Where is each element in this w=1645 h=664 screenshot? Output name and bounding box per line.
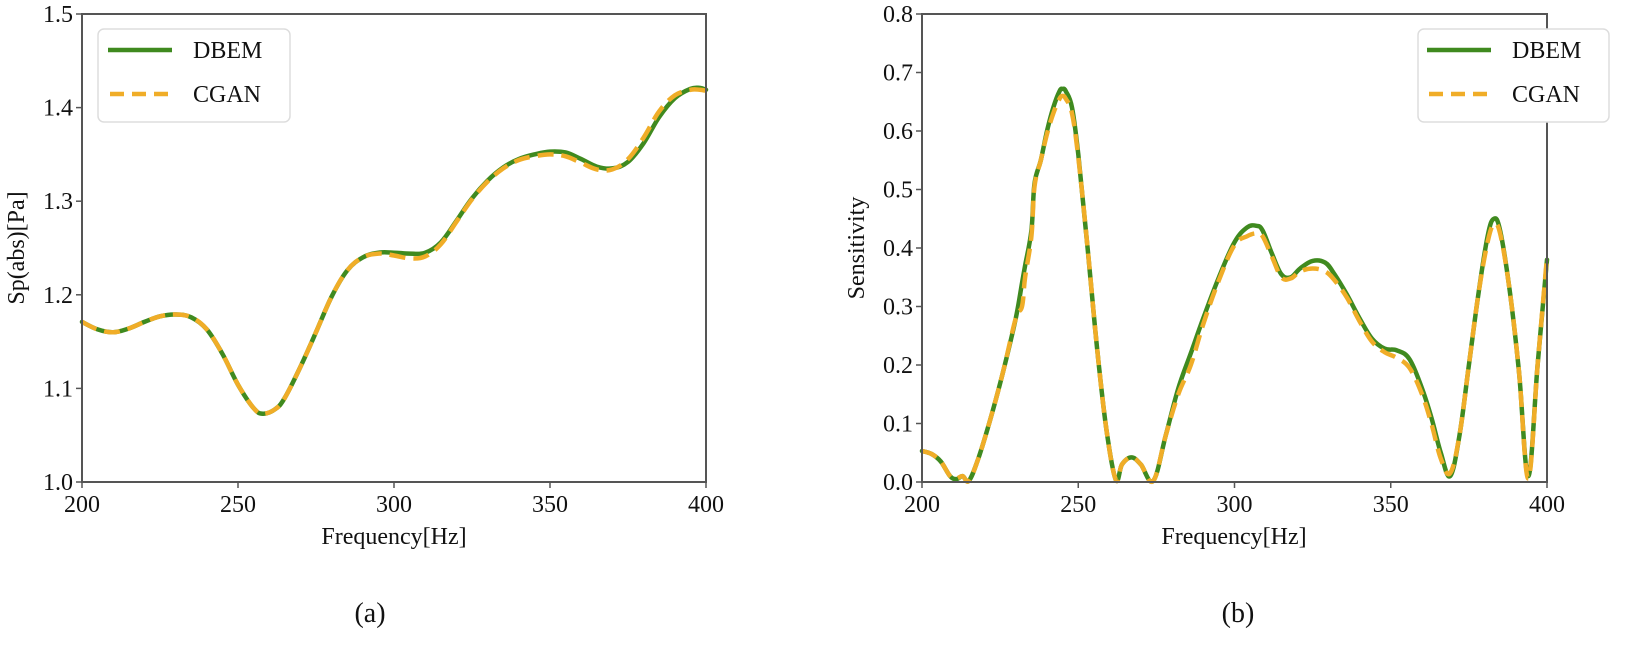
series-group-b	[919, 86, 1550, 485]
y-tick-label: 1.0	[43, 470, 73, 496]
y-tick-label: 0.4	[883, 236, 913, 262]
y-tick-label: 1.1	[43, 376, 73, 402]
legend-label-cgan-b: CGAN	[1512, 82, 1580, 108]
legend-a: DBEM CGAN	[97, 28, 291, 123]
x-tick-label: 350	[1373, 492, 1409, 518]
x-tick-label: 300	[376, 492, 412, 518]
y-tick-label: 0.1	[883, 412, 913, 438]
y-tick-label: 0.3	[883, 295, 913, 321]
y-tick-label: 1.2	[43, 283, 73, 309]
y-axis-label-b: Sensitivity	[844, 197, 870, 300]
line-cgan-a	[80, 87, 707, 416]
x-axis-a: 200 250 300 350 400	[64, 482, 724, 518]
y-axis-b: 0.0 0.1 0.2 0.3 0.4 0.5 0.6 0.7 0.8	[883, 2, 922, 496]
y-tick-label: 1.4	[43, 96, 73, 122]
y-tick-label: 0.7	[883, 61, 913, 87]
y-tick-label: 1.5	[43, 2, 73, 28]
legend-label-dbem-b: DBEM	[1512, 38, 1581, 64]
y-tick-label: 0.0	[883, 470, 913, 496]
x-tick-label: 400	[1529, 492, 1565, 518]
chart-panel-a: 1.0 1.1 1.2 1.3 1.4 1.5 200 250 300 350 400 Frequ…	[4, 2, 724, 629]
x-axis-b: 200 250 300 350 400	[904, 482, 1565, 518]
line-dbem-a	[79, 85, 709, 416]
legend-label-cgan-a: CGAN	[193, 82, 261, 108]
y-tick-label: 0.8	[883, 2, 913, 28]
line-cgan-b	[921, 93, 1550, 485]
y-axis-label-a: Sp(abs)[Pa]	[4, 191, 30, 304]
y-tick-label: 1.3	[43, 189, 73, 215]
x-tick-label: 300	[1217, 492, 1253, 518]
x-tick-label: 200	[904, 492, 940, 518]
x-axis-label-b: Frequency[Hz]	[1161, 524, 1306, 550]
x-tick-label: 200	[64, 492, 100, 518]
x-tick-label: 350	[532, 492, 568, 518]
x-tick-label: 250	[1060, 492, 1096, 518]
y-tick-label: 0.5	[883, 178, 913, 204]
legend-b: DBEM CGAN	[1417, 28, 1610, 123]
y-tick-label: 0.2	[883, 353, 913, 379]
chart-panel-b: 0.0 0.1 0.2 0.3 0.4 0.5 0.6 0.7 0.8 200 250 300 350…	[844, 2, 1610, 629]
panel-caption-a: (a)	[354, 598, 385, 629]
legend-label-dbem-a: DBEM	[193, 38, 262, 64]
y-tick-label: 0.6	[883, 119, 913, 145]
series-group-a	[79, 85, 709, 416]
x-tick-label: 400	[688, 492, 724, 518]
x-tick-label: 250	[220, 492, 256, 518]
x-axis-label-a: Frequency[Hz]	[321, 524, 466, 550]
panel-caption-b: (b)	[1222, 598, 1255, 629]
line-dbem-b	[919, 86, 1550, 485]
y-axis-a: 1.0 1.1 1.2 1.3 1.4 1.5	[43, 2, 82, 496]
